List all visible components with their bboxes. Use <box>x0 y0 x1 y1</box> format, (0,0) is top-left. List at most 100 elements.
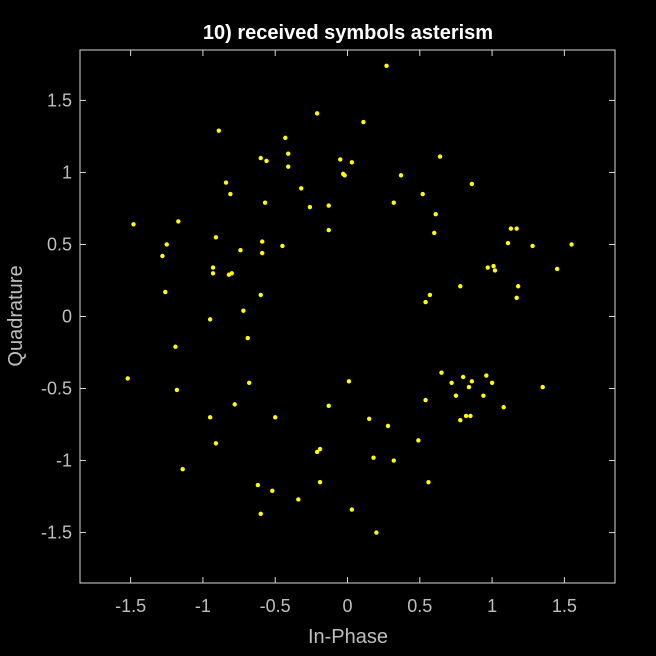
data-point <box>326 227 331 233</box>
y-axis-label: Quadrature <box>5 265 27 366</box>
data-point <box>258 292 263 298</box>
data-point <box>326 403 331 409</box>
data-point <box>569 242 574 247</box>
data-point <box>466 384 472 390</box>
data-point <box>338 157 343 162</box>
data-point <box>207 415 213 420</box>
data-point <box>270 488 275 494</box>
data-point <box>458 284 463 289</box>
data-point <box>213 235 219 240</box>
data-point <box>174 387 180 393</box>
plot-area: -1.5 -1 -0.5 0 0.5 1 1.5 -1.5 -1 -0.5 0 0.5 1 1.5 <box>41 49 616 616</box>
data-point <box>259 250 265 256</box>
data-point <box>283 135 288 141</box>
data-point <box>286 164 291 169</box>
data-point <box>299 186 304 191</box>
data-point <box>439 370 444 375</box>
x-tick-label: 1.5 <box>552 596 577 616</box>
data-point <box>458 418 463 423</box>
data-point <box>210 265 216 270</box>
data-point <box>427 292 433 298</box>
data-point <box>426 479 431 485</box>
y-tick-label: -1 <box>56 451 72 471</box>
data-point <box>540 384 545 390</box>
data-point <box>469 181 475 187</box>
data-point <box>420 191 425 197</box>
data-point <box>423 299 428 305</box>
data-point <box>229 271 235 276</box>
data-point <box>433 212 438 217</box>
data-point <box>489 380 495 385</box>
data-point <box>241 308 246 313</box>
data-point <box>246 380 252 385</box>
data-point <box>223 180 229 185</box>
data-point <box>515 284 521 289</box>
y-tick-label: 0.5 <box>47 234 72 254</box>
data-point <box>530 243 535 249</box>
data-point <box>460 374 466 380</box>
y-tick-label: -0.5 <box>41 379 72 399</box>
data-point <box>180 466 185 472</box>
data-point <box>371 455 376 460</box>
data-point <box>484 373 489 378</box>
data-point <box>391 200 396 205</box>
data-point <box>437 154 443 159</box>
data-point <box>398 173 404 178</box>
data-point <box>314 111 320 116</box>
data-point <box>423 397 428 403</box>
data-point <box>481 393 486 398</box>
x-axis-label: In-Phase <box>308 626 388 648</box>
data-point <box>307 204 313 210</box>
data-point <box>501 405 506 410</box>
data-point <box>255 482 261 488</box>
x-tick-label: -0.5 <box>260 596 291 616</box>
data-point <box>492 268 498 273</box>
data-point <box>125 376 130 381</box>
data-point <box>349 160 355 165</box>
x-tick-label: -1.5 <box>115 596 146 616</box>
data-point <box>508 226 514 231</box>
data-point <box>453 393 459 398</box>
data-point <box>264 158 269 164</box>
data-point <box>317 479 323 485</box>
data-point <box>258 155 263 161</box>
data-point <box>232 402 237 407</box>
data-point <box>346 379 352 384</box>
data-point <box>317 446 323 452</box>
x-tick-label: 0 <box>342 596 352 616</box>
data-point <box>173 344 178 349</box>
y-tick-label: 1 <box>62 162 72 182</box>
data-point <box>391 458 396 463</box>
data-point <box>554 266 560 272</box>
data-point <box>160 253 165 259</box>
y-tick-label: -1.5 <box>41 523 72 543</box>
data-point <box>280 243 285 249</box>
data-point <box>485 265 490 270</box>
data-point <box>210 271 216 276</box>
data-point <box>176 219 181 224</box>
x-tick-label: 1 <box>487 596 497 616</box>
data-point <box>296 497 301 502</box>
data-point <box>416 438 421 443</box>
data-point <box>491 263 496 269</box>
data-point <box>342 173 347 178</box>
y-tick-label: 0 <box>62 307 72 327</box>
data-point <box>259 239 265 244</box>
y-tick-label: 1.5 <box>47 90 72 110</box>
data-point <box>384 63 389 69</box>
data-point <box>385 423 391 429</box>
data-point <box>505 240 511 246</box>
chart-title: 10) received symbols asterism <box>203 22 493 44</box>
data-point <box>326 203 331 208</box>
data-point <box>238 248 243 253</box>
data-point <box>374 530 379 535</box>
data-point <box>245 335 250 341</box>
data-point <box>228 191 233 197</box>
data-point <box>273 415 278 420</box>
data-point <box>163 289 168 295</box>
data-point <box>514 295 519 300</box>
x-tick-label: -1 <box>195 596 211 616</box>
data-point <box>514 226 519 231</box>
data-point <box>366 416 372 421</box>
